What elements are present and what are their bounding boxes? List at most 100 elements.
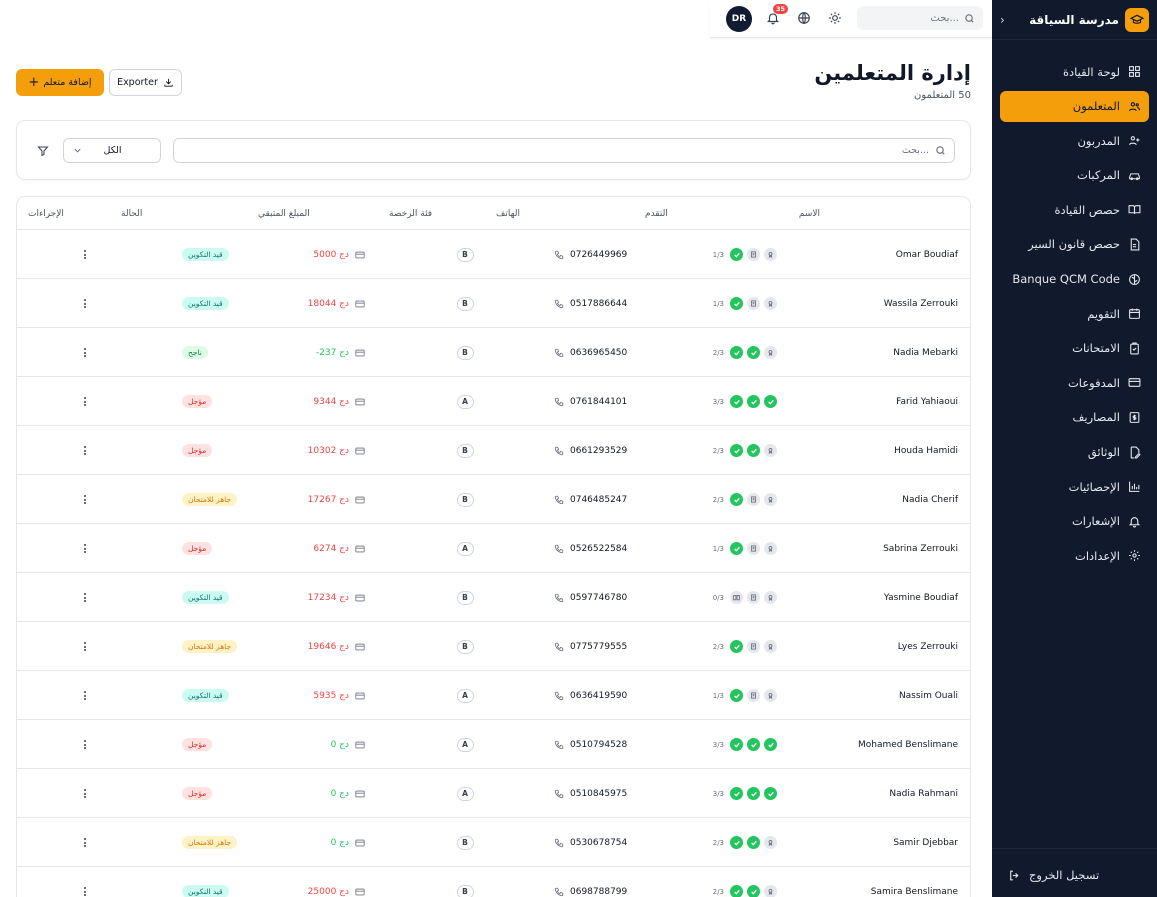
learner-name[interactable]: Samira Benslimane [870, 886, 958, 897]
sidebar-item-instructor[interactable]: المدربون [1000, 125, 1149, 156]
row-actions-button[interactable] [79, 377, 91, 426]
sidebar-item-gear[interactable]: الإعدادات [1000, 540, 1149, 571]
sidebar-item-clipboard-check[interactable]: الامتحانات [1000, 333, 1149, 364]
theme-toggle-button[interactable] [828, 10, 842, 24]
more-vertical-icon [84, 593, 86, 602]
table-row[interactable]: Houda Hamidi 2/3 0661293529 B 10302 دج مؤجل [17, 426, 970, 475]
sidebar-item-calendar[interactable]: التقويم [1000, 298, 1149, 329]
sidebar-item-users[interactable]: المتعلمون [1000, 90, 1149, 122]
sidebar-item-book-open[interactable]: حصص القيادة [1000, 194, 1149, 225]
avatar[interactable]: DR [726, 6, 752, 32]
sidebar-item-dashboard[interactable]: لوحة القيادة [1000, 56, 1149, 87]
status-badge: قيد التكوين [182, 885, 229, 897]
status-badge: مؤجل [182, 395, 213, 408]
check-circle-icon [747, 885, 760, 897]
pending-step-icon [764, 640, 777, 653]
export-button[interactable]: Exporter [109, 69, 182, 96]
sidebar-item-file-edit[interactable]: الوثائق [1000, 437, 1149, 468]
remaining-amount: 9344 دج [313, 377, 365, 426]
sidebar-item-dollar-receipt[interactable]: المصاريف [1000, 402, 1149, 433]
learner-status: جاهز للامتحان [182, 622, 238, 671]
row-actions-button[interactable] [79, 426, 91, 475]
learner-name[interactable]: Houda Hamidi [894, 445, 958, 456]
table-row[interactable]: Samir Djebbar 2/3 0530678754 B 0 دج جاهز للام… [17, 818, 970, 867]
pending-step-icon [764, 297, 777, 310]
progress-ratio: 0/3 [712, 593, 724, 602]
table-row[interactable]: Samira Benslimane 2/3 0698788799 B 25000 دج ق… [17, 867, 970, 897]
table-row[interactable]: Mohamed Benslimane 3/3 0510794528 A 0 دج مؤجل [17, 720, 970, 769]
learner-name[interactable]: Nadia Rahmani [889, 788, 958, 799]
row-actions-button[interactable] [79, 671, 91, 720]
table-row[interactable]: Nadia Cherif 2/3 0746485247 B 17267 دج جاهز ل… [17, 475, 970, 524]
learner-name[interactable]: Wassila Zerrouki [883, 298, 958, 309]
learner-name[interactable]: Nadia Cherif [902, 494, 958, 505]
row-actions-button[interactable] [79, 328, 91, 377]
learner-name[interactable]: Mohamed Benslimane [858, 739, 958, 750]
row-actions-button[interactable] [79, 573, 91, 622]
phone-icon [554, 250, 564, 259]
calendar-icon [1129, 308, 1140, 320]
progress-ratio: 1/3 [712, 544, 724, 553]
sidebar-item-credit-card[interactable]: المدفوعات [1000, 367, 1149, 398]
sidebar: مدرسة السياقة ‹ لوحة القيادة المتعلمون الم… [992, 0, 1157, 897]
row-actions-button[interactable] [79, 622, 91, 671]
license-badge: A [456, 786, 474, 801]
search-icon [936, 146, 945, 155]
table-row[interactable]: Lyes Zerrouki 2/3 0775779555 B 19646 دج جاهز … [17, 622, 970, 671]
table-row[interactable]: Yasmine Boudiaf 0/3 0597746780 B 17234 دج قيد… [17, 573, 970, 622]
sidebar-item-bell[interactable]: الإشعارات [1000, 506, 1149, 537]
license-category: B [456, 328, 474, 377]
table-row[interactable]: Nadia Rahmani 3/3 0510845975 A 0 دج مؤجل [17, 769, 970, 818]
row-actions-button[interactable] [79, 720, 91, 769]
amount-value: 6274 دج [313, 543, 349, 554]
phone-icon [554, 887, 564, 896]
sidebar-item-document[interactable]: حصص قانون السير [1000, 229, 1149, 260]
global-search-input[interactable]: بحث... [857, 6, 983, 30]
row-actions-button[interactable] [79, 279, 91, 328]
amount-value: 18044 دج [307, 298, 349, 309]
row-actions-button[interactable] [79, 475, 91, 524]
collapse-sidebar-button[interactable]: ‹ [1000, 12, 1005, 27]
row-actions-button[interactable] [79, 818, 91, 867]
learner-name[interactable]: Sabrina Zerrouki [883, 543, 958, 554]
sidebar-item-car[interactable]: المركبات [1000, 160, 1149, 191]
sidebar-item-brain[interactable]: Banque QCM Code [1000, 264, 1149, 295]
brain-icon [1129, 273, 1140, 285]
learner-name[interactable]: Omar Boudiaf [895, 249, 958, 260]
table-row[interactable]: Wassila Zerrouki 1/3 0517886644 B 18044 دج قي… [17, 279, 970, 328]
learner-name[interactable]: Lyes Zerrouki [897, 641, 958, 652]
learner-phone: 0661293529 [554, 426, 627, 475]
language-button[interactable] [797, 10, 811, 24]
status-filter-select[interactable]: الكل [37, 138, 161, 163]
table-row[interactable]: Omar Boudiaf 1/3 0726449969 B 5000 دج قيد الت… [17, 230, 970, 279]
phone-icon [554, 299, 564, 308]
table-row[interactable]: Sabrina Zerrouki 1/3 0526522584 A 6274 دج مؤج… [17, 524, 970, 573]
learner-name[interactable]: Farid Yahiaoui [896, 396, 958, 407]
add-learner-button[interactable]: + إضافة متعلم [16, 69, 104, 96]
row-actions-button[interactable] [79, 230, 91, 279]
sidebar-item-bar-chart[interactable]: الإحصائيات [1000, 471, 1149, 502]
progress-ratio: 2/3 [712, 495, 724, 504]
pending-step-icon [747, 297, 760, 310]
row-actions-button[interactable] [79, 867, 91, 897]
learner-name[interactable]: Yasmine Boudiaf [883, 592, 958, 603]
notifications-button[interactable]: 35 [766, 4, 788, 25]
license-badge: B [456, 590, 474, 605]
table-row[interactable]: Nadia Mebarki 2/3 0636965450 B -237 دج ناجح [17, 328, 970, 377]
learner-name[interactable]: Nadia Mebarki [893, 347, 958, 358]
row-actions-button[interactable] [79, 524, 91, 573]
learner-status: قيد التكوين [182, 230, 229, 279]
pending-step-icon [764, 885, 777, 897]
amount-value: 17234 دج [307, 592, 349, 603]
row-actions-button[interactable] [79, 769, 91, 818]
logout-button[interactable]: تسجيل الخروج [1000, 863, 1149, 887]
learner-status: مؤجل [182, 426, 213, 475]
sidebar-item-label: Banque QCM Code [1012, 272, 1120, 287]
table-row[interactable]: Farid Yahiaoui 3/3 0761844101 A 9344 دج مؤجل [17, 377, 970, 426]
learner-name[interactable]: Samir Djebbar [893, 837, 958, 848]
learner-search-input[interactable]: بحث... [173, 138, 955, 163]
learner-count: 50 المتعلمون [914, 90, 971, 101]
status-badge: جاهز للامتحان [182, 493, 238, 506]
table-row[interactable]: Nassim Ouali 1/3 0636419590 A 5935 دج قيد الت… [17, 671, 970, 720]
learner-name[interactable]: Nassim Ouali [898, 690, 958, 701]
